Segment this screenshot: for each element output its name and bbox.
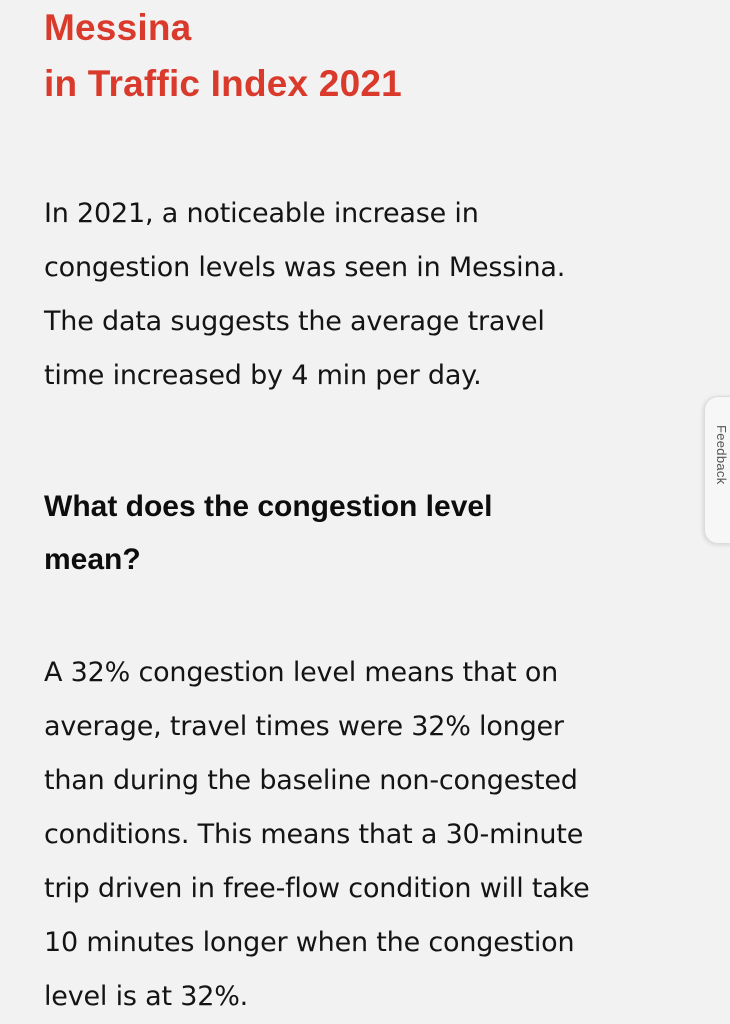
explanation-line: trip driven in free-flow condition will …: [44, 873, 590, 904]
intro-line: The data suggests the average travel: [44, 306, 545, 337]
explanation-line: conditions. This means that a 30-minute: [44, 819, 584, 850]
intro-line: time increased by 4 min per day.: [44, 360, 482, 391]
explanation-line: average, travel times were 32% longer: [44, 711, 564, 742]
section-heading: What does the congestion level mean?: [44, 480, 694, 586]
intro-line: congestion levels was seen in Messina.: [44, 252, 566, 283]
intro-line: In 2021, a noticeable increase in: [44, 198, 479, 229]
article: Messina in Traffic Index 2021 In 2021, a…: [44, 0, 694, 1024]
feedback-tab[interactable]: Feedback: [704, 396, 730, 544]
section-heading-line: What does the congestion level: [44, 490, 493, 523]
explanation-line: 10 minutes longer when the congestion: [44, 927, 575, 958]
page-title: Messina in Traffic Index 2021: [44, 0, 694, 112]
explanation-line: A 32% congestion level means that on: [44, 657, 559, 688]
explanation-line: level is at 32%.: [44, 981, 249, 1012]
page-title-line: in Traffic Index 2021: [44, 63, 402, 104]
explanation-line: than during the baseline non-congested: [44, 765, 578, 796]
explanation-paragraph: A 32% congestion level means that on ave…: [44, 646, 694, 1024]
intro-paragraph: In 2021, a noticeable increase in conges…: [44, 187, 694, 403]
feedback-label: Feedback: [714, 425, 729, 485]
page-title-line: Messina: [44, 7, 192, 48]
section-heading-line: mean?: [44, 543, 141, 576]
